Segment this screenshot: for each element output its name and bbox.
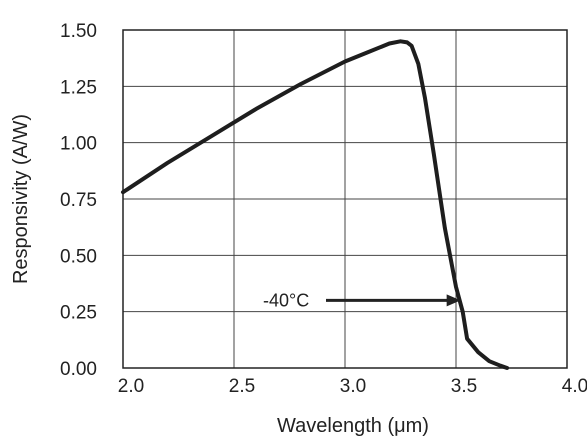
y-tick-label-6: 1.50	[60, 21, 97, 42]
x-tick-label-1: 2.5	[229, 376, 255, 397]
y-tick-label-0: 0.00	[60, 359, 97, 380]
y-tick-label-1: 0.25	[60, 303, 97, 324]
y-tick-label-2: 0.50	[60, 246, 97, 267]
annotation-arrow-head	[446, 294, 461, 307]
x-tick-label-0: 2.0	[118, 376, 144, 397]
y-tick-label-5: 1.25	[60, 77, 97, 98]
responsivity-curve	[121, 39, 510, 370]
y-tick-label-3: 0.75	[60, 190, 97, 211]
temperature-annotation: -40°C	[263, 290, 461, 310]
y-tick-label-4: 1.00	[60, 134, 97, 155]
y-axis-ticks: 0.00 0.25 0.50 0.75 1.00 1.25 1.50	[60, 21, 97, 380]
x-tick-label-3: 3.5	[451, 376, 477, 397]
x-axis-ticks: 2.0 2.5 3.0 3.5 4.0	[118, 376, 587, 397]
annotation-label: -40°C	[263, 290, 309, 310]
y-axis-label: Responsivity (A/W)	[10, 114, 32, 284]
plot-frame	[122, 29, 568, 369]
x-axis-label: Wavelength (μm)	[277, 415, 429, 437]
grid-lines	[122, 29, 568, 369]
x-tick-label-2: 3.0	[340, 376, 366, 397]
x-tick-label-4: 4.0	[562, 376, 587, 397]
